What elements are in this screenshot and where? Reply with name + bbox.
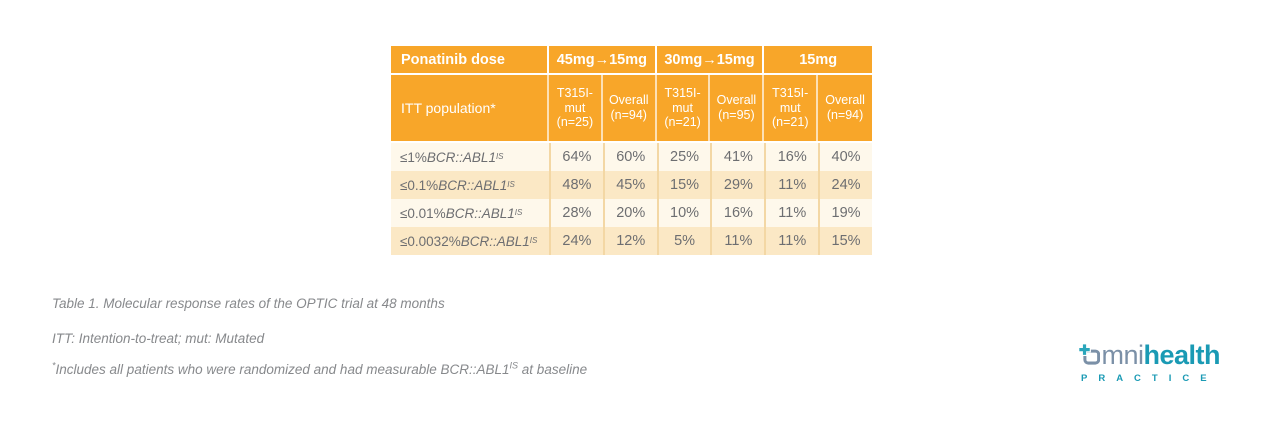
value-cell: 12% (602, 227, 657, 255)
asterisk-marker: * (52, 360, 56, 371)
row-label-threshold: ≤0.01% (400, 205, 446, 221)
row-label-gene: BCR::ABL1 (460, 233, 530, 249)
header-ponatinib-dose: Ponatinib dose (391, 46, 549, 73)
value-cell: 45% (602, 171, 657, 199)
table-row-mr4: ≤0.01% BCR::ABL1 IS 28% 20% 10% 16% 11% 1… (391, 199, 872, 227)
table-header-row-doses: Ponatinib dose 45mg→15mg 30mg→15mg 15mg (391, 46, 872, 75)
header-group-45mg-15mg: 45mg→15mg (549, 46, 657, 73)
row-label-threshold: ≤1% (400, 149, 427, 165)
value-cell: 24% (818, 171, 872, 199)
subheader-t315i-mut-n21-a: T315I- mut (n=21) (657, 75, 711, 141)
value-cell: 16% (764, 143, 818, 171)
header-group-30mg-15mg: 30mg→15mg (657, 46, 765, 73)
logo-text-mni: mni (1101, 340, 1144, 370)
value-cell: 15% (656, 171, 711, 199)
value-cell: 28% (549, 199, 603, 227)
subheader-overall-n94-b: Overall (n=94) (825, 93, 865, 122)
row-label-mr2: ≤1% BCR::ABL1 IS (400, 149, 504, 165)
table-caption: Table 1. Molecular response rates of the… (52, 296, 445, 311)
subheader-t315i-mut-n21-b: T315I- mut (n=21) (764, 75, 819, 141)
logo-tagline: PRACTICE (1081, 373, 1218, 384)
value-cell: 19% (818, 199, 872, 227)
note-tail: at baseline (518, 362, 588, 377)
logo-wordmark: mni health (1078, 339, 1220, 369)
value-cell: 11% (764, 171, 818, 199)
table-body: ≤1% BCR::ABL1 IS 64% 60% 25% 41% 16% 40% … (391, 143, 872, 255)
value-cell: 40% (818, 143, 872, 171)
value-cell: 29% (710, 171, 764, 199)
omnihealth-o-plus-icon (1078, 343, 1101, 365)
inclusion-criteria-note: *Includes all patients who were randomiz… (52, 360, 588, 377)
row-label-mr3: ≤0.1% BCR::ABL1 IS (400, 177, 515, 193)
value-cell: 20% (602, 199, 657, 227)
row-label-threshold: ≤0.1% (400, 177, 439, 193)
value-cell: 11% (764, 227, 818, 255)
row-label-gene: BCR::ABL1 (426, 149, 496, 165)
molecular-response-table: Ponatinib dose 45mg→15mg 30mg→15mg 15mg … (391, 46, 872, 255)
row-label-mr4: ≤0.01% BCR::ABL1 IS (400, 205, 523, 221)
header-itt-population: ITT population* (391, 75, 549, 141)
value-cell: 11% (764, 199, 818, 227)
logo-text-health: health (1143, 340, 1220, 370)
value-cell: 64% (549, 143, 603, 171)
value-cell: 48% (549, 171, 603, 199)
row-label-mr45: ≤0.0032% BCR::ABL1 IS (400, 233, 538, 249)
value-cell: 24% (549, 227, 603, 255)
table-row-mr45: ≤0.0032% BCR::ABL1 IS 24% 12% 5% 11% 11% … (391, 227, 872, 255)
value-cell: 5% (656, 227, 711, 255)
value-cell: 11% (710, 227, 764, 255)
note-superscript: IS (509, 360, 519, 371)
abbreviations-note: ITT: Intention-to-treat; mut: Mutated (52, 331, 265, 346)
table-header-row-populations: ITT population* T315I- mut (n=25) Overal… (391, 75, 872, 141)
subheader-overall-n95: Overall (n=95) (710, 75, 765, 141)
value-cell: 10% (656, 199, 711, 227)
table-row-mr3: ≤0.1% BCR::ABL1 IS 48% 45% 15% 29% 11% 24… (391, 171, 872, 199)
omnihealth-logo: mni health PRACTICE (1078, 339, 1220, 384)
value-cell: 41% (710, 143, 764, 171)
subheader-t315i-mut-n25: T315I- mut (n=25) (549, 75, 603, 141)
value-cell: 15% (818, 227, 872, 255)
value-cell: 16% (710, 199, 764, 227)
table-row-mr2: ≤1% BCR::ABL1 IS 64% 60% 25% 41% 16% 40% (391, 143, 872, 171)
note-body: Includes all patients who were randomize… (55, 362, 510, 377)
header-group-15mg: 15mg (799, 51, 838, 68)
value-cell: 60% (602, 143, 657, 171)
value-cell: 25% (656, 143, 711, 171)
row-label-gene: BCR::ABL1 (438, 177, 508, 193)
row-label-gene: BCR::ABL1 (445, 205, 515, 221)
subheader-overall-n94-a: Overall (n=94) (603, 75, 657, 141)
row-label-threshold: ≤0.0032% (400, 233, 461, 249)
